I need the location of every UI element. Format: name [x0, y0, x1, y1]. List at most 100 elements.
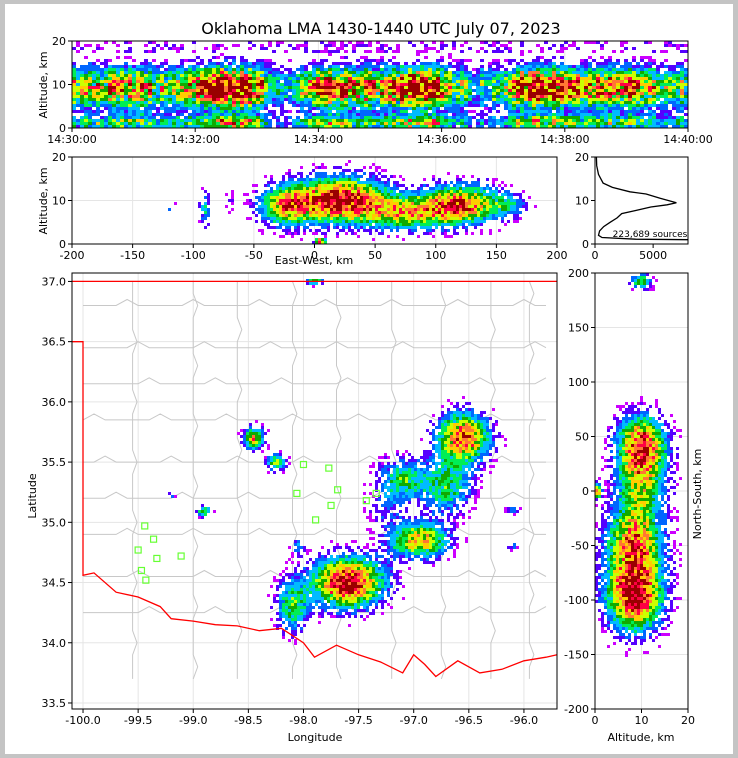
time-cell — [240, 122, 244, 125]
time-cell — [168, 107, 172, 110]
time-cell — [212, 101, 216, 104]
ew-cell — [297, 199, 300, 202]
ew-cell — [474, 181, 477, 184]
time-cell — [148, 101, 152, 104]
ew-cell — [426, 208, 429, 211]
ew-cell — [312, 223, 315, 226]
time-cell — [588, 68, 592, 71]
time-cell — [416, 77, 420, 80]
time-cell — [444, 68, 448, 71]
ew-cell — [378, 217, 381, 220]
time-cell — [372, 92, 376, 95]
ew-cell — [363, 202, 366, 205]
time-cell — [588, 107, 592, 110]
ew-cell — [375, 199, 378, 202]
ew-cell — [312, 178, 315, 181]
time-cell — [404, 101, 408, 104]
ew-cell — [474, 196, 477, 199]
ew-cell — [339, 172, 342, 175]
time-cell — [528, 74, 532, 77]
ew-cell — [465, 226, 468, 229]
time-cell — [300, 104, 304, 107]
time-cell — [320, 119, 324, 122]
ew-cell — [285, 232, 288, 235]
time-cell — [264, 71, 268, 74]
ew-cell — [339, 184, 342, 187]
time-cell — [108, 71, 112, 74]
time-cell — [664, 95, 668, 98]
ew-cell — [252, 202, 255, 205]
time-cell — [188, 107, 192, 110]
time-cell — [676, 116, 680, 119]
time-cell — [260, 98, 264, 101]
time-cell — [488, 92, 492, 95]
time-cell — [620, 104, 624, 107]
time-cell — [388, 74, 392, 77]
time-cell — [420, 86, 424, 89]
ew-cell — [465, 187, 468, 190]
time-cell — [216, 119, 220, 122]
ew-cell — [459, 190, 462, 193]
time-cell — [304, 68, 308, 71]
time-cell — [148, 83, 152, 86]
time-cell — [576, 83, 580, 86]
ew-cell — [327, 208, 330, 211]
time-cell — [480, 71, 484, 74]
ew-cell — [453, 208, 456, 211]
time-cell — [72, 119, 76, 122]
time-cell — [532, 80, 536, 83]
time-cell — [600, 92, 604, 95]
time-cell — [476, 95, 480, 98]
time-cell — [212, 77, 216, 80]
time-cell — [340, 122, 344, 125]
ew-cell — [207, 208, 210, 211]
ew-cell — [345, 220, 348, 223]
ew-cell — [375, 181, 378, 184]
ew-cell — [432, 211, 435, 214]
time-cell — [176, 122, 180, 125]
time-cell — [76, 95, 80, 98]
time-cell — [644, 71, 648, 74]
ew-cell — [462, 190, 465, 193]
time-cell — [444, 44, 448, 47]
time-cell — [340, 68, 344, 71]
ew-cell — [465, 196, 468, 199]
ew-cell — [420, 226, 423, 229]
time-cell — [392, 95, 396, 98]
time-cell — [616, 116, 620, 119]
ew-cell — [405, 220, 408, 223]
ew-cell — [465, 184, 468, 187]
time-cell — [464, 119, 468, 122]
time-cell — [180, 104, 184, 107]
time-cell — [328, 71, 332, 74]
time-cell — [76, 68, 80, 71]
ew-cell — [360, 208, 363, 211]
ew-cell — [282, 235, 285, 238]
ew-cell — [306, 205, 309, 208]
time-cell — [220, 110, 224, 113]
time-cell — [592, 50, 596, 53]
ew-cell — [276, 226, 279, 229]
time-cell — [440, 98, 444, 101]
time-cell — [268, 44, 272, 47]
time-cell — [520, 95, 524, 98]
time-cell — [464, 104, 468, 107]
time-cell — [412, 104, 416, 107]
time-cell — [560, 50, 564, 53]
time-cell — [404, 104, 408, 107]
time-cell — [160, 83, 164, 86]
time-cell — [448, 116, 452, 119]
time-cell — [196, 80, 200, 83]
ew-cell — [384, 223, 387, 226]
time-cell — [624, 80, 628, 83]
time-cell — [464, 80, 468, 83]
ew-cell — [327, 217, 330, 220]
ew-cell — [456, 181, 459, 184]
time-cell — [540, 104, 544, 107]
figure-canvas: Oklahoma LMA 1430-1440 UTC July 07, 2023… — [26, 19, 713, 744]
time-cell — [148, 95, 152, 98]
time-cell — [220, 77, 224, 80]
ew-cell — [333, 181, 336, 184]
ew-cell — [408, 190, 411, 193]
time-cell — [660, 83, 664, 86]
